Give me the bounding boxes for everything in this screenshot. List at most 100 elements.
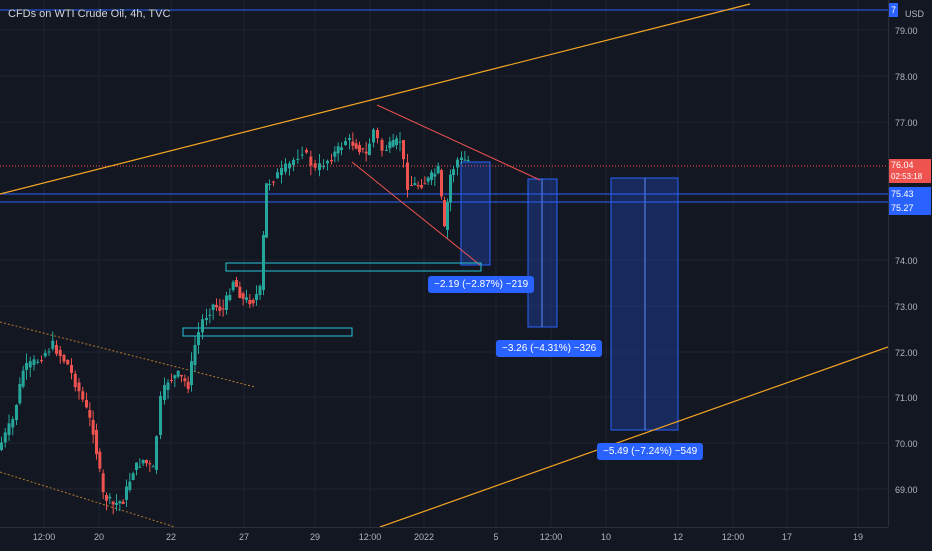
candle-body: [446, 201, 449, 230]
candle-body: [155, 436, 158, 470]
price-tick-71: 71.00: [895, 393, 918, 403]
measure-box-1[interactable]: [460, 161, 491, 266]
wedge-line-upper[interactable]: [376, 104, 541, 181]
candle-body: [372, 129, 375, 143]
candle-body: [18, 384, 22, 404]
candle-body: [118, 501, 122, 504]
candle-body: [176, 370, 180, 377]
candle-body: [98, 451, 102, 469]
candle-body: [368, 143, 371, 155]
candle-body: [62, 355, 66, 362]
candle-body: [276, 172, 279, 179]
candle-body: [262, 235, 265, 290]
time-tick: 10: [600, 532, 612, 542]
candle-body: [95, 430, 98, 455]
candle-body: [255, 294, 258, 300]
time-axis[interactable]: [0, 527, 888, 551]
candle-body: [7, 423, 11, 435]
candle-body: [238, 286, 242, 298]
candle-body: [333, 151, 337, 157]
candle-body: [248, 300, 252, 305]
candle-body: [280, 167, 283, 175]
candle-body: [151, 466, 155, 468]
price-tag-75-43: 75.43: [889, 187, 931, 201]
candle-body: [284, 163, 287, 172]
candle-body: [36, 361, 40, 363]
candle-body: [190, 361, 193, 385]
candle-body: [186, 381, 190, 390]
time-tick: 19: [852, 532, 864, 542]
measure-label-3[interactable]: −5.49 (−7.24%) −549: [597, 443, 704, 460]
candle-body: [101, 473, 105, 493]
candle-body: [416, 185, 420, 187]
time-tick: 12: [672, 532, 684, 542]
trendline-upper[interactable]: [0, 3, 751, 195]
wedge-line-lower[interactable]: [351, 161, 481, 266]
candle-body: [88, 410, 92, 418]
price-tick-78: 78.00: [895, 72, 918, 82]
candle-body: [268, 184, 271, 186]
candle-body: [0, 442, 3, 450]
candle-body: [145, 460, 148, 464]
candle-body: [77, 382, 81, 392]
candle-body: [420, 185, 423, 188]
candle-body: [318, 163, 321, 170]
candle-body: [391, 140, 395, 147]
candle-body: [336, 146, 340, 154]
price-tick-73: 73.00: [895, 302, 918, 312]
candle-body: [235, 280, 238, 287]
candle-body: [423, 183, 427, 185]
candle-body: [66, 360, 70, 365]
measure-label-2[interactable]: −3.26 (−4.31%) −326: [496, 340, 603, 357]
candle-body: [131, 473, 135, 480]
candle-body: [25, 363, 28, 370]
candle-body: [251, 300, 255, 304]
candle-body: [205, 317, 208, 320]
candle-body: [410, 185, 413, 186]
candle-body: [433, 173, 437, 177]
candle-body: [305, 150, 308, 153]
candle-body: [111, 501, 115, 505]
price-tick-79: 79.00: [895, 26, 918, 36]
candle-body: [138, 466, 142, 468]
dotted-channel-upper[interactable]: [0, 321, 256, 388]
candle-body: [141, 459, 145, 464]
candle-body: [159, 396, 162, 435]
measure-label-1[interactable]: −2.19 (−2.87%) −219: [428, 276, 535, 293]
candle-body: [47, 351, 51, 353]
price-tick-74: 74.00: [895, 256, 918, 266]
candle-body: [292, 159, 295, 165]
candle-body: [193, 344, 197, 365]
candle-body: [40, 360, 43, 362]
trendline-lower[interactable]: [379, 346, 888, 527]
candle-body: [309, 156, 313, 166]
chart-title: CFDs on WTI Crude Oil, 4h, TVC: [8, 8, 171, 20]
candle-body: [443, 200, 446, 227]
candle-body: [258, 285, 262, 295]
time-tick: 5: [493, 532, 499, 542]
candle-body: [426, 177, 430, 182]
price-axis[interactable]: [888, 0, 932, 527]
currency-label: USD: [905, 9, 925, 19]
dotted-channel-lower[interactable]: [0, 471, 176, 527]
candle-body: [166, 382, 170, 390]
support-box-1[interactable]: [182, 327, 353, 337]
candle-body: [128, 481, 132, 490]
candle-body: [201, 319, 204, 333]
support-box-2[interactable]: [225, 262, 482, 272]
time-tick: 12:00: [539, 532, 563, 542]
price-chart[interactable]: [0, 0, 888, 527]
candle-body: [351, 141, 355, 146]
candle-body: [58, 350, 62, 357]
candles-series: [0, 127, 470, 515]
candle-body: [449, 174, 452, 203]
candle-body: [326, 160, 329, 164]
current-price-tag: 76.04 02:53:18: [889, 159, 931, 183]
candle-body: [218, 306, 222, 311]
time-tick: 12:00: [358, 532, 382, 542]
candle-body: [313, 163, 317, 168]
candle-body: [348, 138, 351, 140]
candle-body: [456, 159, 459, 168]
candle-body: [300, 154, 304, 156]
